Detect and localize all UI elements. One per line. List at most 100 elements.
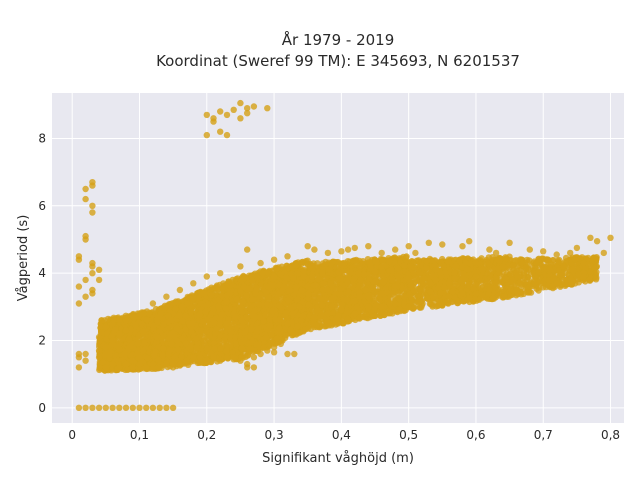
data-point — [401, 262, 408, 269]
data-point — [98, 317, 105, 324]
data-point — [210, 319, 218, 326]
data-point — [202, 322, 209, 329]
data-point — [174, 346, 182, 353]
data-point — [304, 325, 312, 332]
data-point — [388, 266, 395, 273]
data-point — [121, 350, 128, 358]
data-point — [280, 283, 288, 291]
data-point — [243, 292, 250, 300]
data-point — [160, 321, 167, 328]
data-points — [75, 99, 614, 411]
data-point — [285, 296, 292, 304]
data-point — [233, 296, 240, 303]
data-point — [262, 311, 270, 318]
data-point — [217, 345, 224, 352]
data-point — [282, 274, 290, 281]
data-point — [136, 354, 143, 361]
data-point — [218, 292, 226, 300]
data-point — [282, 312, 289, 319]
data-point — [380, 278, 387, 286]
data-point — [116, 316, 123, 323]
data-point — [273, 335, 280, 342]
data-point — [276, 316, 284, 323]
data-point — [287, 326, 294, 334]
grid-lines — [52, 93, 624, 423]
data-point — [294, 296, 301, 303]
data-point — [344, 309, 351, 316]
data-point — [125, 336, 133, 343]
data-point — [178, 303, 185, 310]
data-point — [179, 317, 186, 324]
data-point — [255, 301, 263, 308]
data-point — [173, 325, 181, 332]
data-point — [106, 351, 113, 358]
data-point — [253, 328, 260, 336]
data-point — [265, 294, 272, 301]
data-point — [294, 323, 301, 330]
data-point — [249, 296, 256, 303]
data-point — [239, 322, 246, 330]
data-point — [271, 273, 278, 280]
data-point — [264, 301, 271, 308]
data-point — [168, 341, 175, 348]
data-point — [128, 357, 136, 364]
data-point — [259, 270, 266, 277]
data-point — [251, 307, 258, 314]
data-point — [269, 282, 276, 289]
data-point — [153, 333, 160, 340]
data-point — [165, 350, 172, 358]
data-point — [143, 316, 150, 323]
data-point — [201, 290, 208, 297]
data-point — [159, 345, 167, 352]
data-point — [184, 300, 191, 307]
data-point — [196, 311, 204, 318]
data-point — [253, 341, 260, 348]
data-point — [252, 289, 259, 297]
data-point — [186, 320, 193, 327]
data-point — [275, 302, 283, 309]
data-point — [215, 303, 222, 310]
data-point — [192, 335, 200, 343]
data-point — [223, 320, 230, 327]
data-point — [219, 284, 226, 292]
data-point — [139, 347, 147, 355]
data-point — [187, 343, 194, 350]
data-point — [190, 295, 197, 302]
data-point — [256, 313, 263, 321]
data-point — [173, 337, 181, 345]
data-point — [203, 328, 210, 335]
data-point — [262, 334, 270, 341]
data-point — [112, 326, 119, 333]
data-point — [240, 275, 248, 282]
data-point — [135, 334, 142, 342]
data-point — [286, 287, 294, 294]
data-point — [306, 264, 313, 271]
data-point — [151, 352, 158, 359]
data-point — [157, 310, 165, 317]
data-point — [144, 354, 151, 362]
data-point — [168, 316, 175, 324]
data-point — [292, 262, 299, 269]
data-point — [202, 308, 209, 315]
data-point — [238, 345, 246, 352]
data-point — [99, 359, 107, 366]
data-point — [221, 337, 228, 344]
data-point — [275, 324, 283, 332]
data-point — [218, 311, 225, 318]
chart-title-line-1: År 1979 - 2019 — [282, 30, 395, 49]
data-point — [298, 287, 306, 294]
data-point — [237, 304, 245, 311]
data-point — [99, 329, 106, 336]
data-point — [124, 366, 131, 373]
data-point — [222, 305, 230, 312]
data-point — [132, 322, 139, 329]
data-point — [314, 260, 321, 267]
data-point — [269, 307, 276, 315]
data-point — [240, 283, 248, 291]
data-point — [273, 265, 281, 272]
data-point — [213, 282, 221, 289]
data-point — [226, 290, 234, 297]
data-point — [253, 273, 261, 281]
data-point — [116, 346, 123, 353]
data-point — [146, 310, 153, 318]
